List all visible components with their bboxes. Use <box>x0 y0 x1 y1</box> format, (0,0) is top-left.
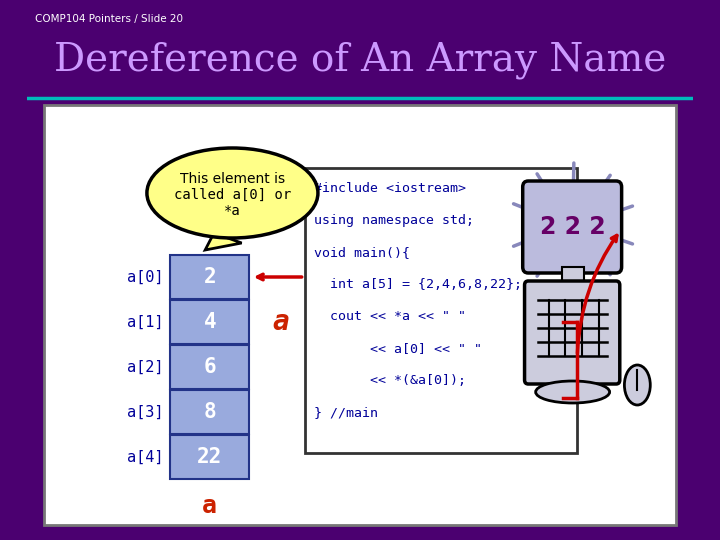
Text: This element is: This element is <box>180 172 285 186</box>
Text: a[3]: a[3] <box>127 404 163 420</box>
Bar <box>171 390 249 434</box>
Text: Dereference of An Array Name: Dereference of An Array Name <box>54 41 666 79</box>
Text: a: a <box>202 494 217 518</box>
FancyBboxPatch shape <box>523 181 621 273</box>
Text: a[1]: a[1] <box>127 314 163 329</box>
Bar <box>171 300 249 344</box>
Text: a[0]: a[0] <box>127 269 163 285</box>
Text: 6: 6 <box>204 357 216 377</box>
Text: 2: 2 <box>204 267 216 287</box>
Text: int a[5] = {2,4,6,8,22};: int a[5] = {2,4,6,8,22}; <box>314 278 522 291</box>
Text: using namespace std;: using namespace std; <box>314 214 474 227</box>
Bar <box>171 435 249 479</box>
FancyBboxPatch shape <box>305 168 577 453</box>
Text: cout << *a << " ": cout << *a << " " <box>314 310 466 323</box>
Bar <box>562 267 584 285</box>
Bar <box>171 345 249 389</box>
Text: } //main: } //main <box>314 406 378 419</box>
Ellipse shape <box>536 381 610 403</box>
Text: 2 2 2: 2 2 2 <box>540 215 606 239</box>
Text: void main(){: void main(){ <box>314 246 410 259</box>
Polygon shape <box>205 233 242 250</box>
FancyBboxPatch shape <box>525 281 620 384</box>
Ellipse shape <box>624 365 650 405</box>
Text: a[4]: a[4] <box>127 449 163 464</box>
FancyBboxPatch shape <box>44 105 676 525</box>
Text: a[2]: a[2] <box>127 360 163 375</box>
Text: << a[0] << " ": << a[0] << " " <box>314 342 482 355</box>
Text: called a[0] or: called a[0] or <box>174 188 291 202</box>
Bar <box>171 255 249 299</box>
Text: COMP104 Pointers / Slide 20: COMP104 Pointers / Slide 20 <box>35 14 183 24</box>
Text: 22: 22 <box>197 447 222 467</box>
Text: << *(&a[0]);: << *(&a[0]); <box>314 374 466 387</box>
Text: *a: *a <box>224 204 240 218</box>
Ellipse shape <box>147 148 318 238</box>
Text: #include <iostream>: #include <iostream> <box>314 182 466 195</box>
Text: 8: 8 <box>204 402 216 422</box>
Text: 4: 4 <box>204 312 216 332</box>
Text: a: a <box>272 308 289 336</box>
